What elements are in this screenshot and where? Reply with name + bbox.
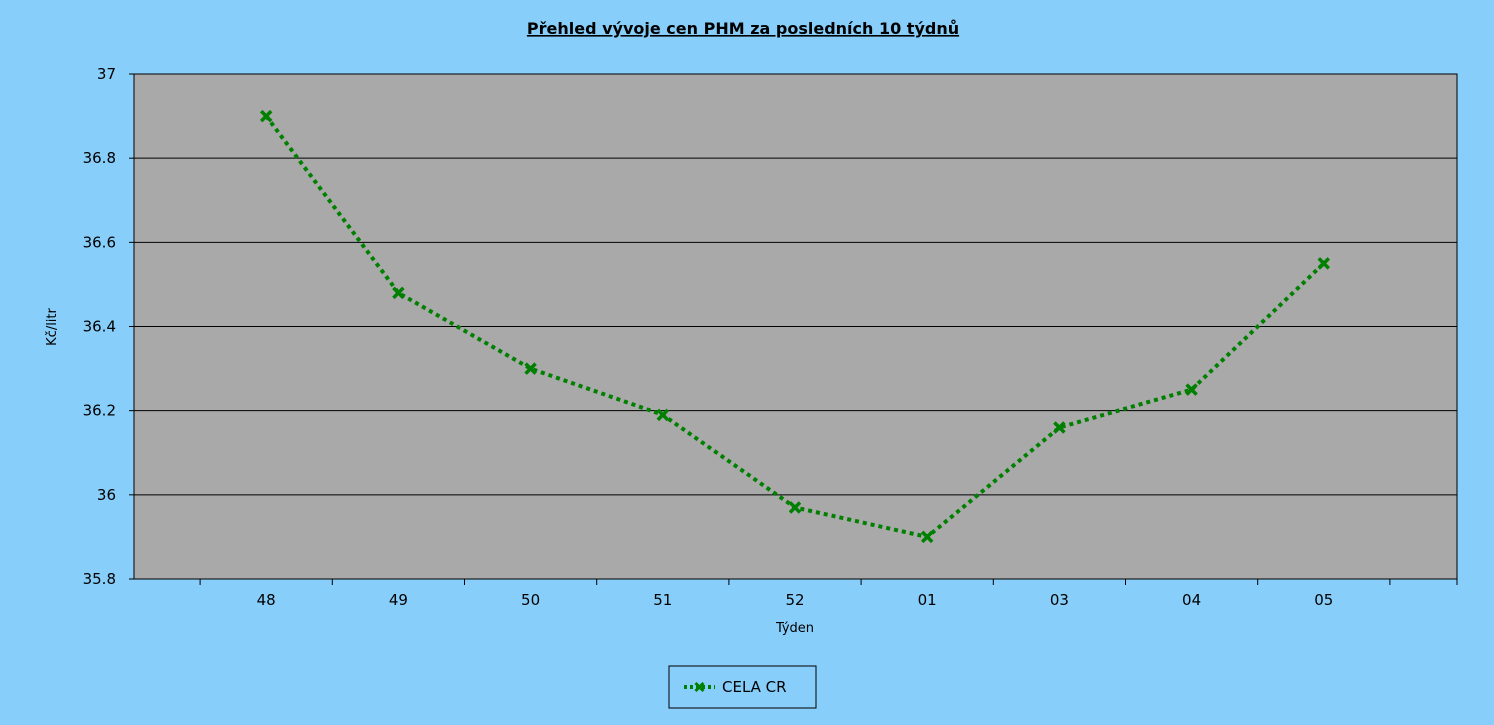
x-tick-label: 01 [918,591,937,609]
y-tick-label: 36 [97,486,116,504]
data-point-marker [1317,257,1331,270]
y-axis-label: Kč/litr [45,307,60,345]
x-tick-label: 49 [389,591,408,609]
x-tick-labels: 48 49 50 51 52 01 03 04 05 [257,591,1334,609]
y-tick-label: 36.6 [83,233,116,251]
data-point-marker [656,408,670,422]
x-tick-label: 04 [1182,591,1201,609]
data-point-marker [524,362,537,375]
y-tick-label: 37 [97,65,116,83]
y-tick-label: 36.2 [83,402,116,420]
legend-marker-stroke [694,681,705,693]
y-tick-labels: 35.8 36 36.2 36.4 36.6 36.8 37 [83,65,116,588]
data-point-marker [1185,383,1198,396]
series-layer [259,109,1331,544]
legend-label-cela-cr: CELA CR [722,678,787,696]
marker-stroke [392,286,405,300]
marker-stroke [656,408,670,422]
x-axis-label: Týden [775,621,814,636]
marker-stroke [524,362,537,375]
data-point-marker [392,286,405,300]
x-tick-label: 05 [1314,591,1333,609]
legend[interactable]: CELA CR [668,665,817,709]
marker-stroke [1185,383,1198,396]
x-tick-label: 48 [257,591,276,609]
marker-stroke [1317,257,1331,270]
marker-stroke [259,109,273,123]
legend-box [668,665,817,709]
y-tick-label: 36.8 [83,149,116,167]
x-tick-label: 03 [1050,591,1069,609]
data-point-marker [788,501,802,514]
x-tick-label: 52 [785,591,804,609]
grid-lines [134,157,1457,496]
data-point-marker [1053,421,1066,434]
x-tick-label: 51 [653,591,672,609]
legend-marker-x-icon [694,681,705,693]
marker-stroke [1053,421,1066,434]
data-point-marker [920,530,934,544]
marker-stroke [920,530,934,544]
marker-stroke [788,501,802,514]
x-tick-label: 50 [521,591,540,609]
data-point-marker [259,109,273,123]
chart-title: Přehled vývoje cen PHM za posledních 10 … [527,19,959,38]
axes [129,73,1458,585]
y-tick-label: 35.8 [83,570,116,588]
y-tick-label: 36.4 [83,318,116,336]
